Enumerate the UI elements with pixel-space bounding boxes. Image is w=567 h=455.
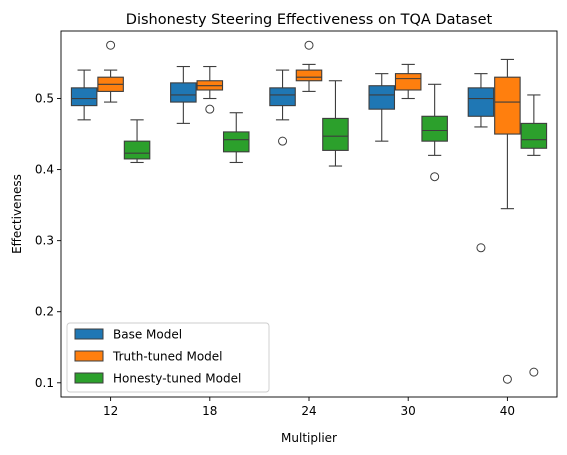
x-tick-label: 30 [401, 404, 416, 418]
x-tick-label: 24 [301, 404, 316, 418]
outlier-point [278, 136, 288, 146]
chart-title: Dishonesty Steering Effectiveness on TQA… [126, 12, 493, 28]
box-0-2 [123, 119, 151, 164]
box-1-1 [196, 65, 224, 114]
iqr-box [368, 85, 396, 110]
y-tick-label: 0.4 [35, 163, 54, 177]
iqr-box [322, 117, 349, 151]
y-tick-label: 0.5 [35, 92, 54, 106]
box-1-0 [170, 65, 197, 124]
y-tick-label: 0.1 [35, 376, 54, 390]
box-4-1 [494, 58, 521, 384]
x-tick-label: 18 [202, 404, 217, 418]
box-0-1 [97, 40, 124, 103]
legend-label: Base Model [113, 328, 182, 342]
outlier-point [502, 374, 512, 384]
iqr-box [123, 140, 151, 160]
legend-label: Honesty-tuned Model [113, 372, 241, 386]
box-1-2 [222, 112, 250, 164]
iqr-box [520, 122, 548, 149]
iqr-box [494, 76, 521, 135]
iqr-box [269, 87, 296, 107]
box-2-0 [269, 69, 296, 146]
iqr-box [295, 69, 323, 82]
iqr-box [70, 87, 98, 107]
y-tick-label: 0.3 [35, 234, 54, 248]
outlier-point [106, 40, 116, 50]
box-4-2 [520, 94, 548, 377]
outlier-point [430, 172, 440, 182]
legend-label: Truth-tuned Model [112, 350, 223, 364]
y-axis-label: Effectiveness [10, 174, 24, 254]
legend-frame [66, 322, 270, 393]
legend-swatch [74, 372, 104, 384]
legend-swatch [74, 350, 104, 362]
x-tick-label: 40 [500, 404, 515, 418]
x-axis-label: Multiplier [281, 431, 337, 445]
iqr-box [421, 115, 448, 142]
iqr-box [222, 131, 250, 153]
x-axis: 12 18 24 30 40 [103, 397, 515, 418]
box-0-0 [70, 69, 98, 121]
box-2-1 [295, 40, 323, 92]
outlier-point [476, 243, 486, 253]
box-3-0 [368, 73, 396, 142]
box-4-0 [467, 73, 495, 253]
box-3-2 [421, 83, 448, 182]
y-tick-label: 0.2 [35, 305, 54, 319]
iqr-box [467, 87, 495, 117]
outlier-point [205, 104, 215, 114]
plot-area [70, 40, 548, 384]
x-tick-label: 12 [103, 404, 118, 418]
outlier-point [529, 367, 539, 377]
legend: Base Model Truth-tuned Model Honesty-tuned… [66, 322, 270, 393]
box-3-1 [394, 63, 422, 100]
box-2-2 [322, 80, 349, 167]
y-axis: 0.1 0.2 0.3 0.4 0.5 [35, 92, 61, 390]
outlier-point [304, 40, 314, 50]
iqr-box [394, 73, 422, 91]
iqr-box [170, 82, 197, 103]
legend-swatch [74, 328, 104, 340]
